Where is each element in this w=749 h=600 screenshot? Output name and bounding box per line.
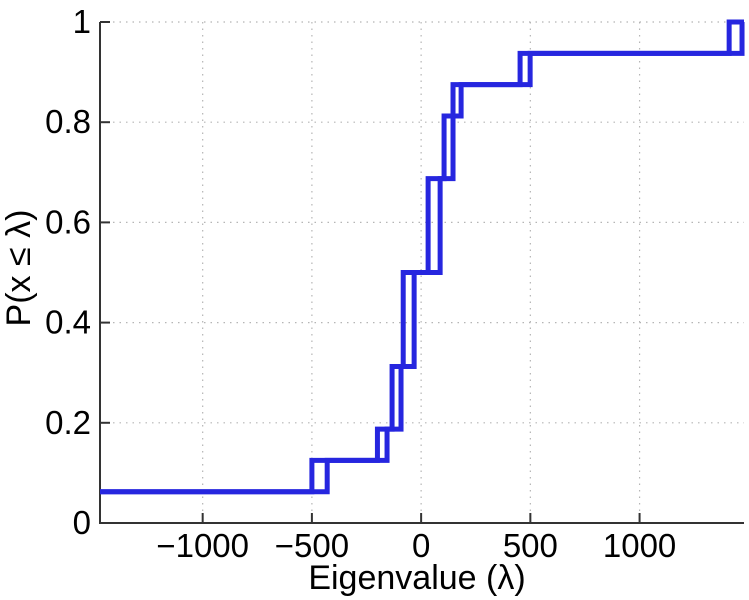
x-tick-label: 1000 [603, 527, 676, 564]
x-axis-label: Eigenvalue (λ) [308, 559, 525, 597]
y-tick-label: 0 [73, 504, 91, 541]
y-tick-label: 0.4 [45, 304, 91, 341]
y-tick-label: 0.6 [45, 203, 91, 240]
tick-labels: −1000 −500 0 500 1000 0 0.2 0.4 0.6 0.8 1 [45, 3, 676, 564]
cdf-curves [100, 19, 745, 495]
ecdf-staircase-left-curve [100, 19, 744, 495]
x-tick-label: −1000 [156, 527, 249, 564]
x-tick-label: 500 [503, 527, 558, 564]
y-axis-label: P(x ≤ λ) [0, 210, 38, 327]
x-tick-label: −500 [275, 527, 349, 564]
y-tick-label: 1 [73, 3, 91, 40]
gridlines [100, 21, 744, 523]
y-tick-label: 0.8 [45, 103, 91, 140]
axis-ticks [100, 21, 641, 524]
x-tick-label: 0 [412, 527, 430, 564]
y-tick-label: 0.2 [45, 404, 91, 441]
ecdf-staircase-right-curve [100, 19, 745, 495]
